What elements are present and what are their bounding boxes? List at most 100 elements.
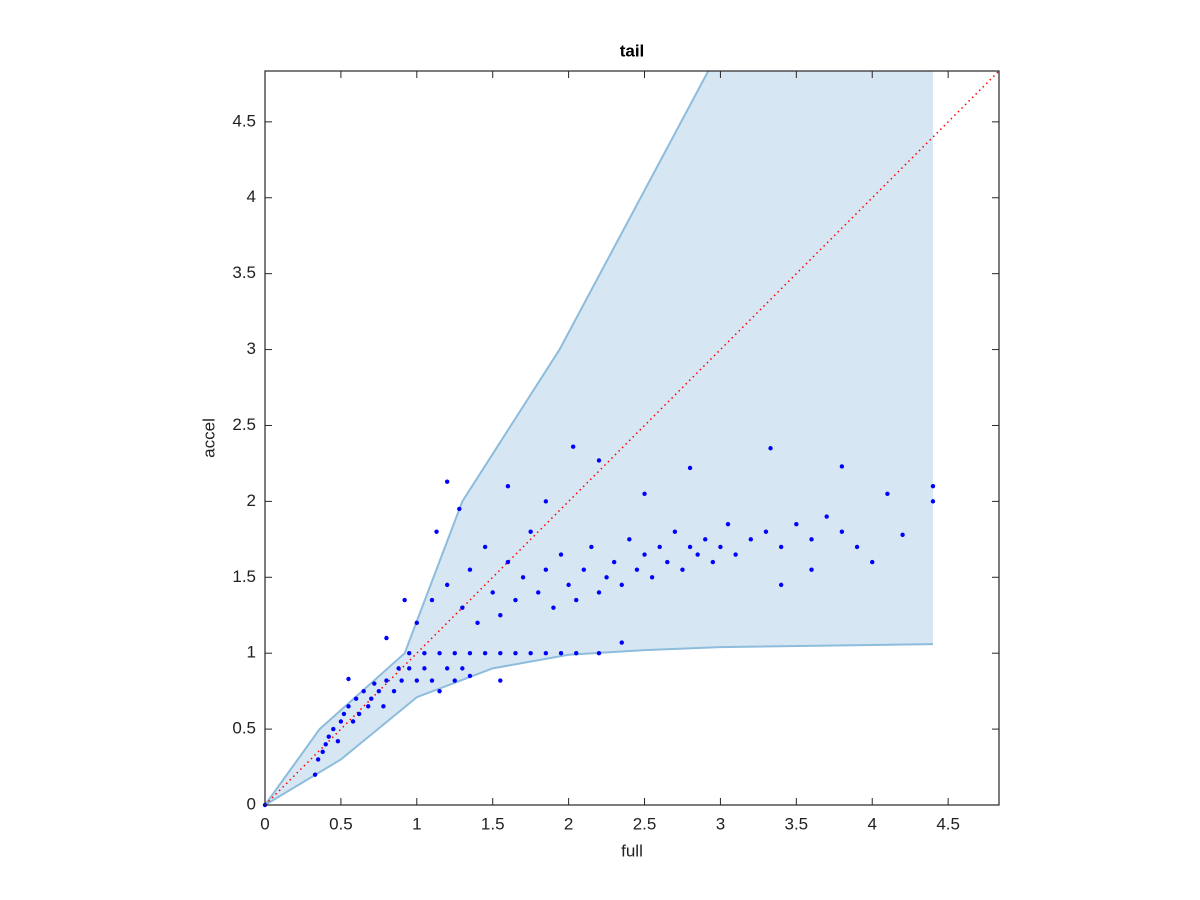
data-point <box>391 688 397 694</box>
data-point <box>596 458 602 463</box>
data-point <box>467 673 473 679</box>
data-point <box>372 681 377 686</box>
data-point <box>399 678 404 683</box>
x-tick-label: 1.5 <box>481 814 505 833</box>
data-point <box>768 446 773 451</box>
data-point <box>604 575 609 580</box>
data-point <box>839 464 845 469</box>
data-point <box>331 726 336 732</box>
data-point <box>649 575 655 580</box>
data-point <box>434 529 439 534</box>
data-point <box>687 544 693 550</box>
data-point <box>794 521 799 527</box>
data-point <box>414 620 420 626</box>
confidence-band <box>265 71 933 805</box>
band-lower-edge <box>264 643 933 806</box>
y-tick-label: 4.5 <box>232 111 256 130</box>
y-tick-label: 2.5 <box>232 415 256 434</box>
data-point <box>422 650 427 656</box>
data-point <box>482 650 488 656</box>
data-point <box>695 552 700 557</box>
data-point <box>457 506 462 512</box>
data-point <box>384 678 389 683</box>
data-point <box>870 559 875 565</box>
data-point <box>672 529 678 534</box>
data-point <box>513 650 518 656</box>
data-point <box>315 757 321 762</box>
data-point <box>778 582 784 588</box>
data-point <box>930 499 936 504</box>
data-point <box>482 544 488 550</box>
x-tick-label: 4 <box>868 814 877 833</box>
data-point <box>444 479 450 484</box>
data-point <box>520 575 526 580</box>
data-point <box>665 559 670 565</box>
data-point <box>384 635 389 641</box>
data-point <box>498 613 503 618</box>
x-tick-label: 0.5 <box>329 814 353 833</box>
data-point <box>710 559 716 565</box>
data-point <box>596 590 602 595</box>
data-point <box>581 567 587 572</box>
x-tick-label: 2 <box>564 814 573 833</box>
data-point <box>341 711 347 717</box>
data-point <box>467 650 473 656</box>
data-point <box>361 688 366 694</box>
data-point <box>437 688 442 694</box>
x-tick-label: 4.5 <box>936 814 960 833</box>
y-tick-label: 2 <box>247 491 256 510</box>
data-point <box>444 666 450 671</box>
data-point <box>312 772 318 777</box>
data-point <box>885 491 890 496</box>
y-tick-label: 3.5 <box>232 263 256 282</box>
data-point <box>809 537 814 542</box>
data-point <box>619 640 624 645</box>
y-tick-label: 0 <box>247 794 256 813</box>
data-point <box>407 666 412 671</box>
y-tick-label: 0.5 <box>232 719 256 738</box>
data-point <box>346 704 351 709</box>
data-point <box>854 544 860 550</box>
data-point <box>680 567 685 572</box>
reference-line <box>264 70 1000 806</box>
data-point <box>574 597 579 603</box>
data-point <box>376 688 382 694</box>
data-point <box>733 552 738 557</box>
data-point <box>467 567 473 572</box>
data-point <box>725 521 731 527</box>
data-point <box>356 711 362 717</box>
data-point <box>369 696 374 701</box>
y-tick-label: 1.5 <box>232 567 256 586</box>
data-point <box>642 552 647 557</box>
data-point <box>611 559 617 565</box>
data-point <box>422 666 427 671</box>
data-point <box>566 582 571 588</box>
data-point <box>402 597 407 603</box>
data-point <box>452 650 457 656</box>
data-point <box>396 666 401 671</box>
data-point <box>900 532 905 537</box>
data-point <box>505 559 511 565</box>
x-tick-label: 3.5 <box>785 814 809 833</box>
data-point <box>381 704 386 709</box>
data-point <box>536 590 541 595</box>
data-point <box>407 650 412 656</box>
data-point <box>513 597 518 603</box>
x-tick-label: 2.5 <box>633 814 657 833</box>
data-point <box>335 739 341 744</box>
data-point <box>323 742 328 747</box>
x-tick-label: 3 <box>716 814 725 833</box>
x-tick-label: 1 <box>412 814 421 833</box>
data-point <box>619 582 624 588</box>
data-point <box>498 678 503 683</box>
data-point <box>346 676 351 682</box>
data-point <box>444 582 450 588</box>
data-point <box>763 529 769 534</box>
x-tick-label: 0 <box>260 814 269 833</box>
data-point <box>642 491 647 496</box>
data-point <box>437 650 442 656</box>
data-point <box>634 567 640 572</box>
y-tick-label: 4 <box>247 187 256 206</box>
x-axis-label: full <box>621 841 643 860</box>
